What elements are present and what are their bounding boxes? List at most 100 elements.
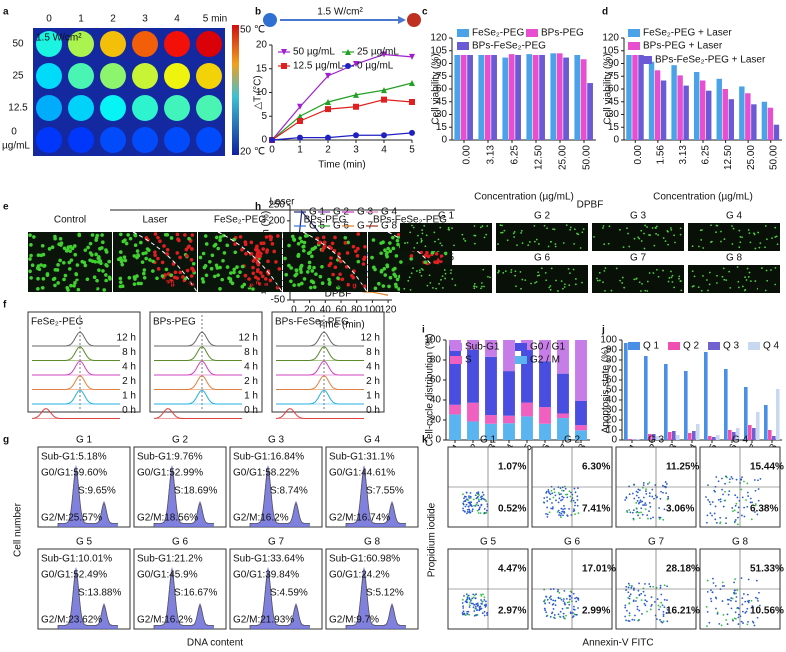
- cell: [57, 242, 61, 247]
- plot-frame: [37, 446, 131, 528]
- event: [625, 496, 628, 499]
- cell: [533, 240, 536, 243]
- event: [727, 493, 730, 496]
- upper-right-percent: 17.01%: [582, 564, 616, 575]
- image: [592, 265, 684, 293]
- cell: [258, 282, 262, 286]
- thermal-spot: [100, 95, 126, 121]
- event: [718, 623, 721, 625]
- cell: [396, 242, 400, 247]
- event: [548, 511, 551, 514]
- event: [482, 493, 485, 496]
- cell: [118, 284, 123, 289]
- bar-segment: [557, 413, 569, 419]
- cell: [670, 227, 672, 229]
- thermal-spot: [132, 127, 158, 153]
- event: [648, 492, 651, 495]
- cell: [521, 242, 524, 244]
- event: [737, 616, 740, 619]
- image-label: Laser: [142, 215, 168, 226]
- event: [544, 609, 547, 612]
- event: [663, 508, 666, 511]
- bar: [704, 352, 708, 440]
- cell: [412, 226, 415, 229]
- cell: [404, 242, 406, 244]
- event: [565, 614, 567, 617]
- cell: [483, 285, 485, 288]
- cell: [774, 236, 777, 238]
- cell: [187, 236, 191, 241]
- event: [632, 509, 635, 512]
- event: [551, 502, 553, 504]
- cell: [754, 280, 757, 282]
- cell: [720, 230, 722, 233]
- cell: [425, 234, 428, 237]
- cell: [655, 268, 658, 271]
- cell: [417, 234, 419, 237]
- cell: [671, 274, 674, 277]
- event: [549, 615, 552, 618]
- event: [715, 607, 717, 610]
- event: [543, 607, 546, 610]
- cell: [283, 256, 287, 261]
- cell: [123, 238, 127, 242]
- cell: [673, 234, 675, 237]
- event: [563, 589, 566, 592]
- legend-label: Q 4: [763, 341, 780, 352]
- cell: [287, 243, 291, 248]
- bar-segment: [539, 407, 551, 424]
- cell: [706, 279, 708, 281]
- cell: [604, 289, 606, 292]
- x-tick-label: 40: [320, 305, 332, 316]
- event: [642, 496, 645, 499]
- cell: [533, 225, 536, 227]
- cell: [328, 280, 332, 285]
- column-label: 1: [78, 14, 84, 25]
- series-line: [271, 82, 413, 141]
- x-tick-label: 0.00: [633, 145, 644, 165]
- cell: [610, 289, 613, 292]
- arrow-head: [398, 16, 406, 24]
- cell: [356, 232, 361, 236]
- event: [474, 597, 477, 600]
- bar: [728, 99, 734, 140]
- event: [724, 490, 726, 493]
- x-tick-label: 3.13: [678, 145, 689, 165]
- event: [565, 598, 568, 600]
- cell: [170, 283, 175, 287]
- cell: [540, 267, 543, 270]
- cell: [621, 276, 624, 279]
- event: [546, 496, 548, 499]
- cell: [503, 229, 506, 232]
- event: [661, 484, 664, 487]
- cell: [327, 277, 331, 282]
- cell: [155, 276, 159, 281]
- event: [737, 623, 740, 625]
- event: [638, 593, 641, 596]
- cell: [232, 270, 236, 275]
- y-tick-label: 70: [606, 365, 618, 376]
- histogram-fill: [154, 567, 214, 629]
- event: [569, 612, 572, 615]
- s-label: S:18.69%: [174, 486, 217, 497]
- y-tick-label: 40: [430, 395, 442, 406]
- event: [667, 495, 670, 498]
- cell: [77, 232, 81, 237]
- histogram-curve: [276, 345, 364, 361]
- event: [730, 607, 733, 610]
- bar: [772, 436, 776, 440]
- cell: [126, 233, 130, 237]
- legend-label: G 3: [357, 207, 374, 218]
- event: [639, 501, 642, 503]
- time-label: 8 h: [244, 347, 258, 358]
- event: [466, 601, 468, 604]
- row-label: 0: [11, 127, 17, 138]
- event: [641, 612, 643, 615]
- cell: [747, 276, 750, 278]
- legend-swatch: [628, 342, 640, 350]
- event: [747, 601, 750, 604]
- event: [707, 484, 709, 487]
- bar: [467, 55, 473, 140]
- cell: [441, 286, 444, 289]
- g0g1-label: G0/G1:59.60%: [41, 468, 107, 479]
